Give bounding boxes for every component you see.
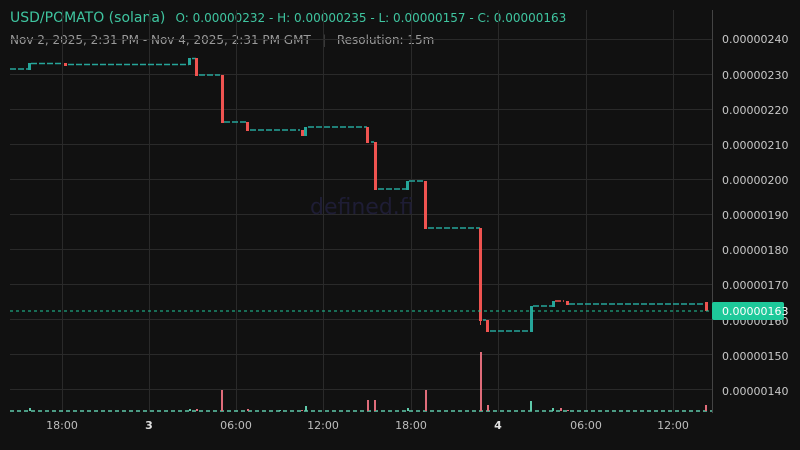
ohlc-values: O: 0.00000232 - H: 0.00000235 - L: 0.000… <box>175 11 567 25</box>
vertical-gridlines <box>62 10 674 412</box>
time-label-day: 3 <box>145 419 153 432</box>
current-price-value: 0.00000163 <box>722 305 788 318</box>
price-label: 0.00000180 <box>722 244 788 257</box>
price-label: 0.00000150 <box>722 350 788 363</box>
symbol-title: USD/POMATO (solana) <box>10 10 166 26</box>
time-axis[interactable]: 18:00 3 06:00 12:00 18:00 4 06:00 12:00 <box>46 419 689 432</box>
price-label: 0.00000170 <box>722 279 788 292</box>
price-label: 0.00000220 <box>722 104 788 117</box>
price-label: 0.00000140 <box>722 385 788 398</box>
flat-candles <box>10 57 705 332</box>
price-label: 0.00000200 <box>722 174 788 187</box>
time-label: 06:00 <box>220 419 252 432</box>
current-price-tag: 0.00000163 <box>712 302 788 320</box>
down-candles <box>64 58 708 332</box>
time-label: 18:00 <box>395 419 427 432</box>
time-label: 12:00 <box>657 419 689 432</box>
time-label: 18:00 <box>46 419 78 432</box>
watermark: defined.fi <box>310 195 414 220</box>
price-axis[interactable]: 0.00000240 0.00000230 0.00000220 0.00000… <box>722 33 788 398</box>
time-label: 12:00 <box>307 419 339 432</box>
horizontal-gridlines <box>10 39 712 390</box>
time-label-day: 4 <box>494 419 502 432</box>
price-label: 0.00000240 <box>722 33 788 46</box>
time-label: 06:00 <box>570 419 602 432</box>
volume-bars <box>10 352 712 412</box>
price-label: 0.00000190 <box>722 209 788 222</box>
up-candles <box>28 58 555 332</box>
price-label: 0.00000230 <box>722 69 788 82</box>
price-label: 0.00000210 <box>722 139 788 152</box>
chart-legend: USD/POMATO (solana) O: 0.00000232 - H: 0… <box>10 10 566 26</box>
